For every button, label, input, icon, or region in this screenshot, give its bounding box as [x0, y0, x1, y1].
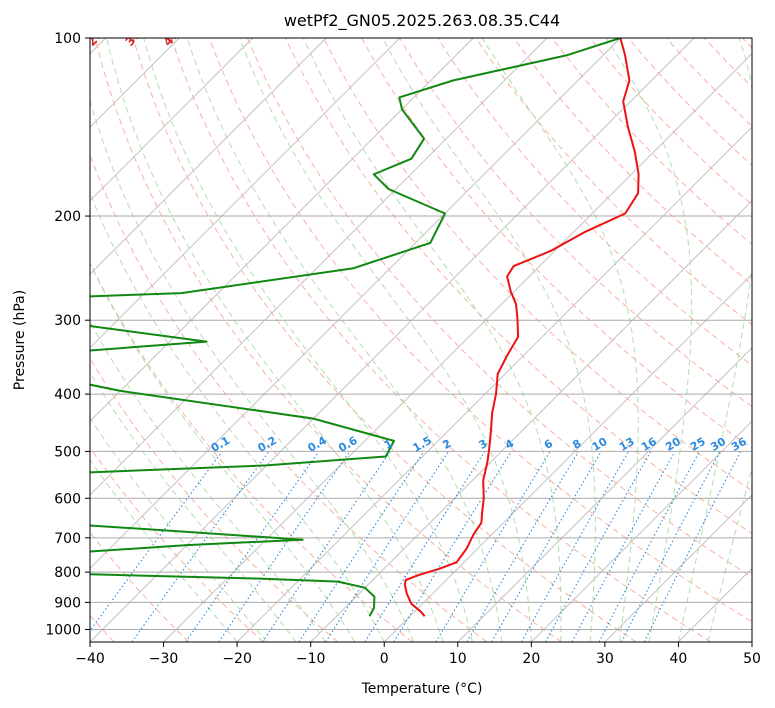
dry-adiabat: [627, 38, 752, 166]
dry-adiabat: [323, 38, 752, 492]
y-tick-label: 200: [54, 209, 81, 225]
moist-adiabat: [677, 38, 752, 642]
temperature-line: [403, 38, 640, 617]
x-tick-label: 40: [670, 651, 688, 667]
dry-adiabat-label: 30: [122, 27, 144, 49]
mixing-ratio-label: 6: [542, 437, 555, 452]
moist-adiabat: [382, 38, 596, 642]
moist-adiabat: [707, 465, 752, 642]
dry-adiabat: [551, 38, 752, 246]
y-tick-label: 800: [54, 565, 81, 581]
isotherm: [604, 494, 752, 642]
y-tick-label: 900: [54, 595, 81, 611]
dry-adiabat: [703, 38, 752, 88]
moist-adiabat: [302, 38, 562, 642]
x-tick-label: 30: [596, 651, 614, 667]
y-tick-label: 100: [54, 31, 81, 47]
mixing-ratio-line: [521, 451, 630, 642]
dry-adiabat: [437, 38, 752, 367]
x-tick-label: 10: [449, 651, 467, 667]
moist-adiabat: [90, 98, 415, 642]
moist-adiabat: [239, 38, 532, 642]
y-tick-label: 1000: [45, 622, 81, 638]
moist-adiabat: [481, 38, 639, 642]
y-tick-label: 500: [54, 444, 81, 460]
dry-adiabat: [90, 153, 488, 642]
dry-adiabat: [94, 38, 562, 642]
x-axis-label: Temperature (°C): [361, 681, 483, 697]
dry-adiabat: [90, 261, 413, 642]
dry-adiabat: [208, 38, 752, 623]
x-tick-label: −20: [222, 651, 252, 667]
chart-title: wetPf2_GN05.2025.263.08.35.C44: [284, 11, 560, 31]
dry-adiabat: [361, 38, 752, 449]
mixing-ratio-line: [571, 451, 676, 642]
y-tick-label: 400: [54, 387, 81, 403]
axes: −40 −30 −20 −10 0 10 20 30 40 50 100 200 300 400 500 60…: [45, 31, 761, 667]
y-tick-label: 700: [54, 531, 81, 547]
dry-adiabat-label: 40: [161, 27, 183, 49]
x-tick-label: 20: [522, 651, 540, 667]
isotherm: [751, 641, 752, 642]
dry-adiabat: [90, 357, 339, 642]
moist-adiabat: [90, 320, 326, 642]
dry-adiabat: [665, 38, 752, 127]
dry-adiabat: [475, 38, 752, 326]
mixing-ratio-line: [262, 451, 391, 642]
dry-adiabat: [170, 38, 712, 642]
dry-adiabat: [132, 38, 637, 642]
mixing-ratio-line: [545, 451, 652, 642]
mixing-ratio-line: [643, 451, 742, 642]
dry-adiabat: [589, 38, 752, 206]
plot-frame: [89, 37, 753, 643]
isotherm: [90, 38, 474, 422]
moist-adiabat: [90, 371, 297, 642]
dry-adiabat: [399, 38, 752, 408]
mixing-ratio-line: [185, 451, 320, 642]
isotherm: [530, 420, 752, 642]
x-tick-label: −30: [149, 651, 179, 667]
x-tick-label: 50: [743, 651, 761, 667]
mixing-ratio-label: 2: [440, 437, 453, 452]
moist-adiabat: [90, 417, 267, 642]
isotherm: [457, 347, 752, 642]
mixing-ratio-line: [131, 451, 270, 642]
isotherm: [678, 567, 752, 642]
x-tick-label: 0: [380, 651, 389, 667]
moist-adiabat: [90, 458, 238, 642]
isotherm: [236, 126, 752, 642]
isotherm: [90, 38, 695, 642]
dry-adiabat: [742, 38, 752, 49]
dry-adiabat-label: 20: [84, 27, 106, 49]
y-axis-label: Pressure (hPa): [12, 290, 28, 390]
mixing-ratio-line: [218, 451, 351, 642]
moist-adiabat: [186, 38, 503, 642]
mixing-ratio-line: [298, 451, 425, 642]
isotherm: [90, 38, 401, 349]
x-tick-label: −10: [296, 651, 326, 667]
dewpoint-line: [90, 38, 621, 617]
isotherm: [383, 273, 752, 642]
mixing-ratio-line: [325, 451, 450, 642]
mixing-ratio-line: [90, 451, 223, 632]
isotherm: [90, 38, 254, 202]
isotherm: [90, 38, 327, 275]
moist-adiabat: [605, 38, 693, 642]
dry-adiabat: [246, 38, 752, 578]
dry-adiabat: [513, 38, 752, 285]
isotherm: [90, 38, 621, 570]
x-tick-label: −40: [75, 651, 105, 667]
isotherm: [90, 38, 548, 496]
mixing-ratio-line: [598, 451, 701, 642]
y-tick-label: 600: [54, 491, 81, 507]
moist-adiabat: [90, 262, 356, 642]
dry-adiabat: [90, 446, 264, 642]
moist-adiabat: [90, 191, 385, 642]
y-tick-label: 300: [54, 313, 81, 329]
mixing-ratio-label: 4: [503, 437, 516, 452]
moist-adiabat: [106, 38, 444, 642]
